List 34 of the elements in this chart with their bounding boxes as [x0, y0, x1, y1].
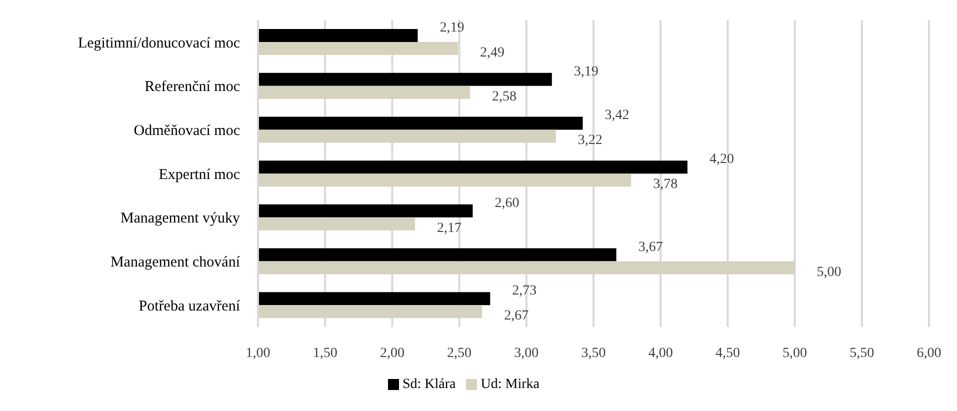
- x-tick-label: 6,00: [916, 346, 942, 361]
- data-label: 2,58: [492, 89, 517, 104]
- data-label: 2,73: [512, 284, 537, 299]
- y-tick-label: Management výuky: [120, 210, 240, 227]
- data-label: 4,20: [709, 152, 734, 168]
- x-tick-label: 3,00: [514, 346, 539, 361]
- legend-label: Sd: Klára: [402, 377, 456, 392]
- x-tick-label: 1,50: [312, 346, 338, 361]
- legend-label: Ud: Mirka: [480, 377, 540, 392]
- x-tick-label: 3,50: [581, 346, 606, 361]
- x-tick-label: 2,50: [447, 346, 472, 361]
- x-tick-label: 2,00: [380, 346, 404, 361]
- data-label: 2,17: [437, 220, 462, 236]
- data-label: 2,19: [440, 20, 464, 36]
- x-tick-label: 4,00: [648, 346, 673, 361]
- x-tick-label: 4,50: [715, 346, 740, 361]
- y-tick-label: Potřeba uzavření: [138, 298, 241, 314]
- data-label: 3,42: [604, 108, 630, 124]
- x-tick-label: 5,50: [850, 346, 874, 361]
- data-label: 2,60: [494, 196, 520, 211]
- y-tick-label: Expertní moc: [158, 166, 240, 183]
- data-label: 3,78: [653, 177, 678, 192]
- x-tick-label: 5,00: [782, 346, 808, 361]
- y-tick-label: Referenční moc: [144, 79, 240, 96]
- y-tick-label: Management chování: [110, 254, 241, 271]
- data-label: 2,49: [480, 46, 504, 60]
- data-label: 2,67: [504, 308, 529, 324]
- y-tick-label: Legitimní/donucovací moc: [78, 35, 240, 52]
- x-tick-label: 1,00: [246, 346, 270, 361]
- y-tick-label: Odměňovací moc: [134, 122, 240, 139]
- data-label: 3,19: [574, 64, 598, 80]
- data-label: 3,22: [578, 133, 602, 148]
- data-label: 5,00: [816, 264, 842, 280]
- data-label: 3,67: [638, 240, 663, 255]
